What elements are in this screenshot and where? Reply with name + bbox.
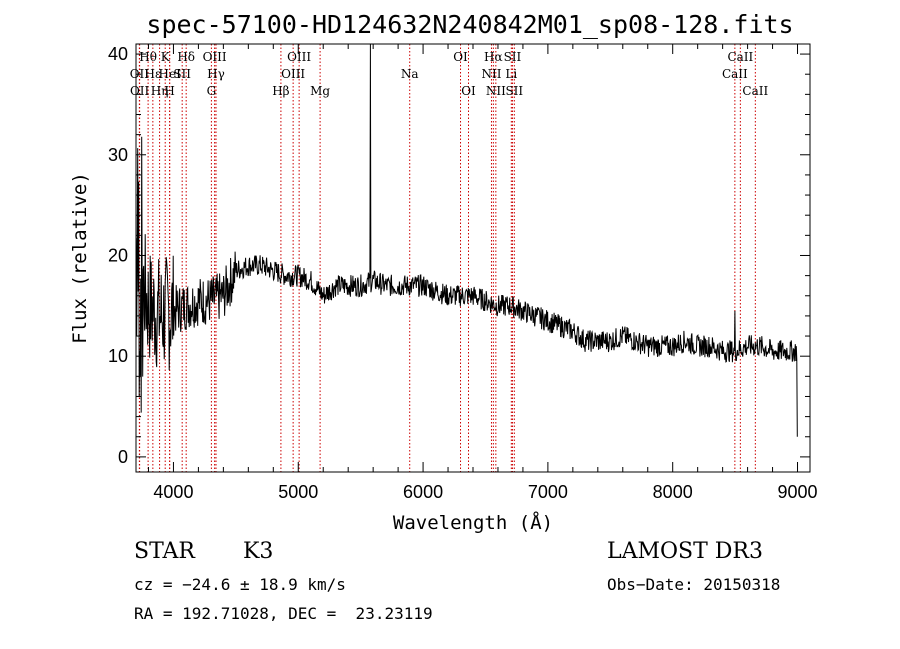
spectral-line-label: Hε — [145, 67, 162, 81]
spectral-line-label: CaII — [722, 67, 748, 81]
redshift-velocity: cz = −24.6 ± 18.9 km/s — [134, 575, 346, 594]
x-tick-label: 8000 — [653, 482, 693, 502]
y-tick-label: 10 — [108, 346, 128, 366]
spectral-line-label: OIII — [203, 50, 227, 64]
spectral-line-label: NII — [486, 84, 506, 98]
x-tick-label: 9000 — [777, 482, 817, 502]
y-tick-label: 40 — [108, 44, 128, 64]
observation-date: Obs−Date: 20150318 — [607, 575, 781, 594]
spectral-line-label: H — [164, 84, 174, 98]
spectral-line-label: Hγ — [207, 67, 225, 81]
x-tick-label: 4000 — [153, 482, 193, 502]
spectral-line-label: SII — [173, 67, 191, 81]
spectral-line-label: Mg — [310, 84, 330, 98]
x-tick-label: 7000 — [528, 482, 568, 502]
chart-title: spec-57100-HD124632N240842M01_sp08-128.f… — [146, 10, 793, 39]
x-tick-label: 5000 — [278, 482, 318, 502]
spectral-line-label: Na — [401, 67, 419, 81]
y-tick-label: 0 — [118, 447, 128, 467]
spectral-line-label: Hδ — [177, 50, 195, 64]
x-axis-label: Wavelength (Å) — [393, 511, 553, 534]
spectral-line-label: NII — [481, 67, 501, 81]
x-tick-label: 6000 — [403, 482, 443, 502]
spectral-line-label: Li — [505, 67, 517, 81]
spectral-line-label: OI — [461, 84, 476, 98]
object-subclass: K3 — [243, 539, 274, 564]
spectral-line-label: OI — [453, 50, 468, 64]
spectral-line-labels: OIIOIIHθHεHηKHHeISIIHδGOIIIHγHβOIIIOIIIM… — [130, 50, 769, 98]
spectral-line-label: Hα — [484, 50, 503, 64]
y-tick-label: 20 — [108, 245, 128, 265]
spectral-line-label: OIII — [281, 67, 305, 81]
spectral-line-label: Hθ — [139, 50, 157, 64]
spectral-line-label: Hβ — [272, 84, 289, 98]
spectral-line-label: CaII — [742, 84, 768, 98]
y-tick-label: 30 — [108, 145, 128, 165]
spectral-line-label: SII — [505, 84, 523, 98]
axis-ticks — [136, 44, 810, 472]
axis-tick-labels: 4000 5000 6000 7000 8000 9000 0 10 20 30 40 — [108, 44, 818, 502]
spectrum-series — [135, 43, 798, 437]
spectral-line-label: K — [161, 50, 171, 64]
spectral-line-label: CaII — [727, 50, 753, 64]
object-class: STAR — [134, 539, 195, 564]
y-axis-label: Flux (relative) — [69, 172, 91, 344]
spectral-line-label: OII — [130, 84, 150, 98]
spectral-line-markers — [138, 44, 756, 472]
plot-frame — [135, 43, 811, 473]
survey-name: LAMOST DR3 — [607, 539, 763, 564]
spectral-line-label: OIII — [287, 50, 311, 64]
spectral-line-label: G — [207, 84, 217, 98]
spectral-line-label: HeI — [159, 67, 182, 81]
coordinates: RA = 192.71028, DEC = 23.23119 — [134, 604, 433, 623]
spectral-line-label: SII — [504, 50, 522, 64]
spectral-line-label: Hη — [151, 84, 169, 98]
